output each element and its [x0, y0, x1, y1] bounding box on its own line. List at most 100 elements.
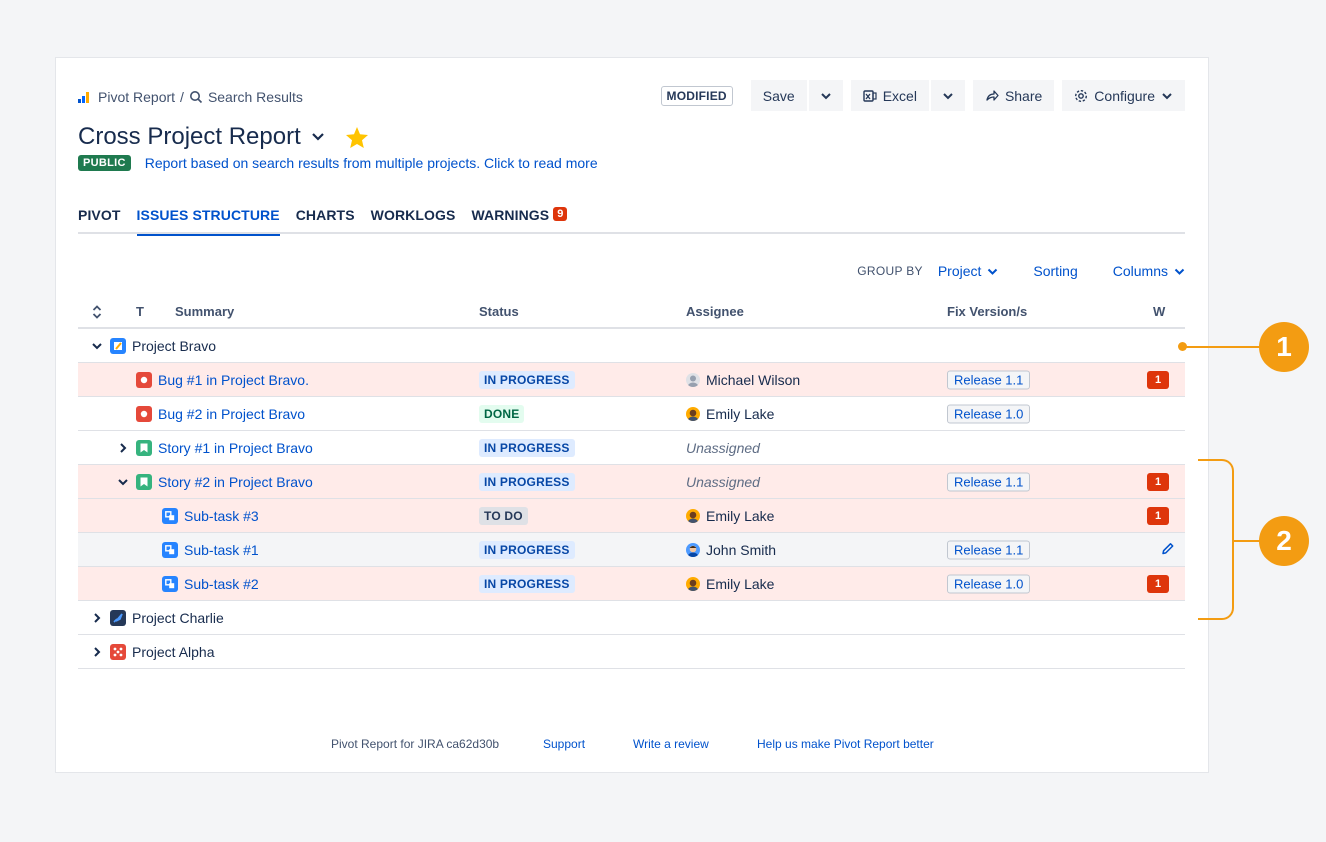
save-dropdown-button[interactable]: [808, 80, 843, 111]
fix-version-tag[interactable]: Release 1.1: [947, 540, 1031, 559]
tab-warnings[interactable]: WARNINGS 9: [471, 198, 568, 234]
tab-worklogs[interactable]: WORKLOGS: [371, 198, 456, 234]
subtask-icon: [162, 575, 178, 592]
tab-charts[interactable]: CHARTS: [296, 198, 355, 234]
avatar: [686, 542, 700, 557]
assignee-cell: Michael Wilson: [686, 372, 800, 388]
columns-label: Columns: [1112, 263, 1168, 279]
share-icon: [986, 89, 999, 101]
tab-pivot[interactable]: PIVOT: [78, 198, 121, 234]
top-actions: MODIFIED Save Excel Share Configure: [660, 80, 1185, 111]
chevron-down-icon[interactable]: [116, 478, 130, 486]
col-fix-versions[interactable]: Fix Version/s: [947, 304, 1028, 319]
assignee-name: Emily Lake: [706, 405, 775, 422]
breadcrumb-root[interactable]: Pivot Report: [98, 89, 176, 105]
avatar: [686, 406, 700, 421]
chevron-down-icon: [943, 92, 953, 99]
issue-link[interactable]: Sub-task #3: [184, 507, 259, 524]
table-row[interactable]: Project Charlie: [78, 601, 1185, 635]
excel-dropdown-button[interactable]: [930, 80, 965, 111]
group-by-value: Project: [937, 263, 982, 279]
warning-badge[interactable]: 1: [1147, 506, 1169, 525]
warning-badge[interactable]: 1: [1147, 370, 1169, 389]
col-warnings[interactable]: W: [1153, 304, 1166, 319]
chevron-right-icon[interactable]: [90, 612, 104, 624]
table-row[interactable]: Project Alpha: [78, 635, 1185, 669]
tab-issues-structure[interactable]: ISSUES STRUCTURE: [136, 198, 280, 236]
callout-2-line: [1234, 540, 1260, 542]
group-controls: GROUP BY Project Sorting Columns: [857, 262, 1185, 280]
warning-badge[interactable]: 1: [1147, 574, 1169, 593]
star-icon[interactable]: [345, 126, 369, 149]
warnings-count-badge: 9: [553, 207, 568, 221]
table-row[interactable]: Sub-task #1 IN PROGRESS John Smith Relea…: [78, 533, 1185, 567]
table-row[interactable]: Sub-task #3 TO DO Emily Lake 1: [78, 499, 1185, 533]
table-row[interactable]: Sub-task #2 IN PROGRESS Emily Lake Relea…: [78, 567, 1185, 601]
table-row[interactable]: Story #1 in Project Bravo IN PROGRESS Un…: [78, 431, 1185, 465]
breadcrumb-separator: /: [180, 89, 184, 105]
table-row[interactable]: Story #2 in Project Bravo IN PROGRESS Un…: [78, 465, 1185, 499]
fix-version-tag[interactable]: Release 1.1: [947, 370, 1031, 389]
columns-select[interactable]: Columns: [1113, 263, 1185, 279]
assignee-cell: Emily Lake: [686, 508, 774, 524]
search-icon: [189, 91, 203, 104]
tab-label: WARNINGS: [471, 207, 550, 223]
issue-link[interactable]: Sub-task #1: [184, 541, 259, 558]
excel-button[interactable]: Excel: [850, 80, 929, 111]
subtask-icon: [162, 507, 178, 524]
table-row[interactable]: Bug #2 in Project Bravo DONE Emily Lake …: [78, 397, 1185, 431]
save-button[interactable]: Save: [750, 80, 807, 111]
breadcrumb-current[interactable]: Search Results: [207, 89, 303, 105]
summary-cell: Sub-task #1: [162, 541, 259, 558]
chevron-right-icon[interactable]: [90, 646, 104, 658]
warning-badge[interactable]: 1: [1147, 472, 1169, 491]
subtask-icon: [162, 541, 178, 558]
group-by-label: GROUP BY: [857, 264, 923, 278]
chevron-right-icon[interactable]: [116, 442, 130, 454]
story-icon: [136, 439, 152, 456]
assignee-name: Emily Lake: [706, 507, 775, 524]
issue-link[interactable]: Story #1 in Project Bravo: [158, 439, 313, 456]
group-by-select[interactable]: Project: [938, 263, 999, 279]
project-bravo-icon: [110, 337, 126, 354]
issue-link[interactable]: Bug #1 in Project Bravo.: [158, 371, 309, 388]
status-badge: IN PROGRESS: [479, 472, 575, 491]
assignee-name: John Smith: [706, 541, 777, 558]
feedback-link[interactable]: Help us make Pivot Report better: [757, 737, 934, 751]
chevron-down-icon[interactable]: [90, 342, 104, 350]
sorting-button[interactable]: Sorting: [1033, 263, 1078, 279]
col-assignee[interactable]: Assignee: [686, 304, 744, 319]
configure-button-group: Configure: [1062, 80, 1185, 111]
col-summary[interactable]: Summary: [175, 304, 235, 319]
sort-icon[interactable]: [92, 305, 102, 322]
issue-link[interactable]: Story #2 in Project Bravo: [158, 473, 313, 490]
support-link[interactable]: Support: [543, 737, 586, 751]
assignee-name: Unassigned: [686, 439, 760, 456]
assignee-cell: Unassigned: [686, 440, 760, 456]
issue-link[interactable]: Sub-task #2: [184, 575, 259, 592]
description-link[interactable]: Report based on search results from mult…: [144, 155, 598, 171]
share-label: Share: [1004, 87, 1043, 104]
configure-button[interactable]: Configure: [1062, 80, 1185, 111]
chevron-down-icon: [988, 268, 998, 275]
share-button[interactable]: Share: [972, 80, 1055, 111]
table-row[interactable]: Bug #1 in Project Bravo. IN PROGRESS Mic…: [78, 363, 1185, 397]
table-row[interactable]: Project Bravo: [78, 329, 1185, 363]
story-icon: [136, 473, 152, 490]
status-badge: IN PROGRESS: [479, 574, 575, 593]
summary-cell: Story #2 in Project Bravo: [116, 473, 313, 490]
pivot-report-icon: [78, 90, 92, 104]
fix-version-tag[interactable]: Release 1.0: [947, 574, 1031, 593]
fix-version-tag[interactable]: Release 1.0: [947, 404, 1031, 423]
chevron-down-icon[interactable]: [311, 132, 325, 142]
status-badge: IN PROGRESS: [479, 370, 575, 389]
summary-cell: Sub-task #2: [162, 575, 259, 592]
gear-icon: [1075, 89, 1088, 102]
status-badge: TO DO: [479, 506, 528, 525]
fix-version-tag[interactable]: Release 1.1: [947, 472, 1031, 491]
footer-version: Pivot Report for JIRA ca62d30b: [331, 737, 500, 751]
issue-link[interactable]: Bug #2 in Project Bravo: [158, 405, 306, 422]
edit-icon[interactable]: [1161, 541, 1175, 558]
write-review-link[interactable]: Write a review: [633, 737, 709, 751]
col-status[interactable]: Status: [479, 304, 519, 319]
